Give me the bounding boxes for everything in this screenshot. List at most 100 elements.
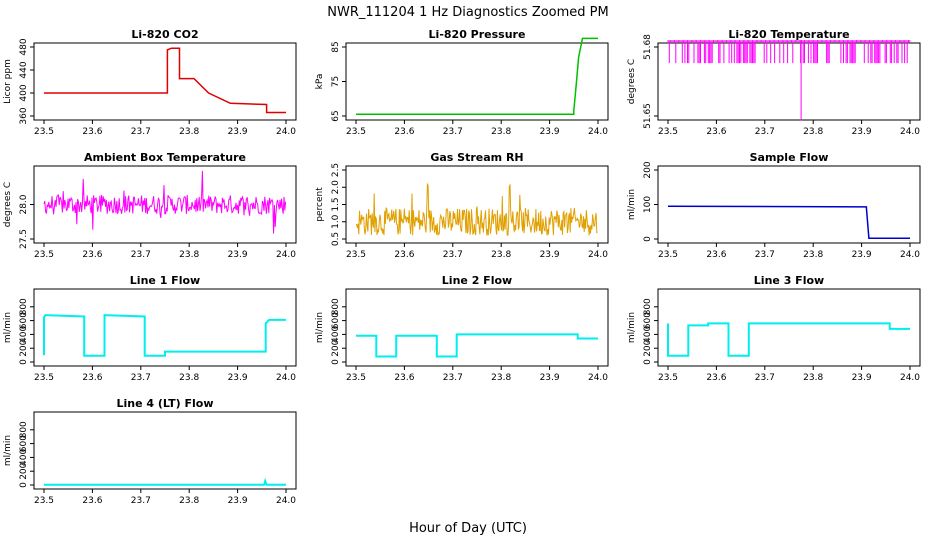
- plot-frame: [657, 288, 921, 367]
- plot-frame: [33, 411, 297, 490]
- y-tick-label: 400: [19, 449, 29, 466]
- panel-4: Gas Stream RH percent 23.5 23.6 23.7 23.8 23.9…: [315, 151, 609, 260]
- y-axis-label: ml/min: [3, 312, 13, 343]
- x-tick-label: 23.9: [228, 373, 248, 383]
- x-tick-label: 23.5: [34, 496, 54, 506]
- y-axis-label: degrees C: [627, 59, 637, 104]
- x-tick-label: 24.0: [900, 127, 920, 137]
- y-tick-label: 800: [643, 298, 653, 315]
- x-tick-label: 23.9: [852, 250, 872, 260]
- y-tick-label: 2.0: [331, 180, 341, 195]
- y-tick-label: 27.5: [19, 229, 29, 249]
- x-tick-label: 23.7: [755, 127, 775, 137]
- y-axis-label: ml/min: [627, 189, 637, 220]
- panel-6: Line 1 Flow ml/min 23.5 23.6 23.7 23.8 23.9 24.…: [3, 274, 297, 383]
- y-tick-label: 400: [643, 326, 653, 343]
- y-axis-label: ml/min: [3, 435, 13, 466]
- panel-3: Ambient Box Temperature degrees C 23.5 23.6…: [3, 151, 297, 260]
- x-tick-label: 23.8: [803, 250, 823, 260]
- x-tick-label: 23.5: [34, 127, 54, 137]
- plot-frame: [345, 288, 609, 367]
- y-tick-label: 200: [19, 462, 29, 479]
- y-tick-label: 75: [331, 76, 341, 87]
- x-tick-label: 23.6: [82, 127, 102, 137]
- panel-title: Ambient Box Temperature: [84, 151, 246, 164]
- x-tick-label: 23.7: [131, 250, 151, 260]
- series-line: [43, 314, 286, 357]
- plot-frame: [345, 42, 609, 121]
- panel-5: Sample Flow ml/min 23.5 23.6 23.7 23.8 23.9 24.…: [627, 151, 921, 260]
- y-tick-label: 360: [19, 107, 29, 124]
- y-tick-label: 85: [331, 41, 341, 52]
- y-tick-label: 0: [643, 236, 653, 242]
- x-tick-label: 24.0: [276, 373, 296, 383]
- panel-1: Li-820 Pressure kPa 23.5 23.6 23.7 23.8 23.9 24…: [315, 28, 609, 137]
- y-tick-label: 1.0: [331, 214, 341, 229]
- y-tick-label: 28.0: [19, 194, 29, 214]
- panel-title: Li-820 Temperature: [728, 28, 849, 41]
- y-tick-label: 51.65: [643, 103, 653, 129]
- x-tick-label: 23.5: [346, 250, 366, 260]
- x-tick-label: 23.8: [179, 127, 199, 137]
- x-tick-label: 23.8: [179, 250, 199, 260]
- x-tick-label: 24.0: [276, 127, 296, 137]
- y-tick-label: 65: [331, 110, 341, 121]
- x-tick-label: 23.9: [852, 373, 872, 383]
- panel-title: Line 3 Flow: [754, 274, 824, 287]
- y-tick-label: 200: [331, 339, 341, 356]
- y-tick-label: 600: [643, 312, 653, 329]
- y-tick-label: 200: [19, 339, 29, 356]
- x-tick-label: 23.8: [179, 496, 199, 506]
- panel-8: Line 3 Flow ml/min 23.5 23.6 23.7 23.8 23.9 24.…: [627, 274, 921, 383]
- panel-0: Li-820 CO2 Licor ppm 23.5 23.6 23.7 23.8 23.9 2…: [3, 28, 297, 137]
- x-tick-label: 23.5: [658, 127, 678, 137]
- y-axis-label: percent: [315, 187, 325, 222]
- x-tick-label: 23.8: [491, 127, 511, 137]
- y-tick-label: 0: [19, 359, 29, 365]
- y-tick-label: 0.5: [331, 232, 341, 246]
- x-tick-label: 23.9: [540, 250, 560, 260]
- y-axis-label: degrees C: [3, 182, 13, 227]
- y-tick-label: 600: [331, 312, 341, 329]
- x-tick-label: 23.6: [706, 127, 726, 137]
- y-tick-label: 51.68: [643, 34, 653, 60]
- page-title: NWR_111204 1 Hz Diagnostics Zoomed PM: [327, 5, 609, 20]
- series-line: [356, 333, 598, 358]
- panel-title: Line 4 (LT) Flow: [117, 397, 214, 410]
- x-tick-label: 23.7: [131, 373, 151, 383]
- x-tick-label: 23.5: [34, 250, 54, 260]
- x-axis-label: Hour of Day (UTC): [409, 521, 527, 536]
- x-tick-label: 24.0: [588, 373, 608, 383]
- y-tick-label: 0: [19, 482, 29, 488]
- y-tick-label: 2.5: [331, 163, 341, 177]
- series-line: [44, 47, 286, 114]
- x-tick-label: 23.5: [346, 373, 366, 383]
- series-line: [667, 40, 911, 64]
- x-tick-label: 23.6: [82, 250, 102, 260]
- x-tick-label: 23.6: [706, 373, 726, 383]
- series-line: [667, 205, 910, 240]
- panel-title: Line 1 Flow: [130, 274, 200, 287]
- x-tick-label: 24.0: [588, 250, 608, 260]
- y-tick-label: 400: [19, 326, 29, 343]
- y-axis-label: ml/min: [627, 312, 637, 343]
- x-tick-label: 23.7: [755, 250, 775, 260]
- y-tick-label: 0: [643, 359, 653, 365]
- x-tick-label: 23.9: [540, 127, 560, 137]
- x-tick-label: 23.6: [706, 250, 726, 260]
- x-tick-label: 23.7: [131, 127, 151, 137]
- x-tick-label: 23.5: [346, 127, 366, 137]
- x-tick-label: 23.7: [443, 373, 463, 383]
- y-tick-label: 480: [19, 38, 29, 55]
- y-tick-label: 440: [19, 61, 29, 78]
- y-tick-label: 400: [19, 84, 29, 101]
- y-tick-label: 0: [331, 359, 341, 365]
- x-tick-label: 24.0: [276, 250, 296, 260]
- x-tick-label: 23.8: [179, 373, 199, 383]
- plot-frame: [33, 288, 297, 367]
- y-axis-label: Licor ppm: [3, 59, 13, 104]
- x-tick-label: 23.8: [491, 250, 511, 260]
- panel-title: Gas Stream RH: [430, 151, 523, 164]
- x-tick-label: 23.9: [540, 373, 560, 383]
